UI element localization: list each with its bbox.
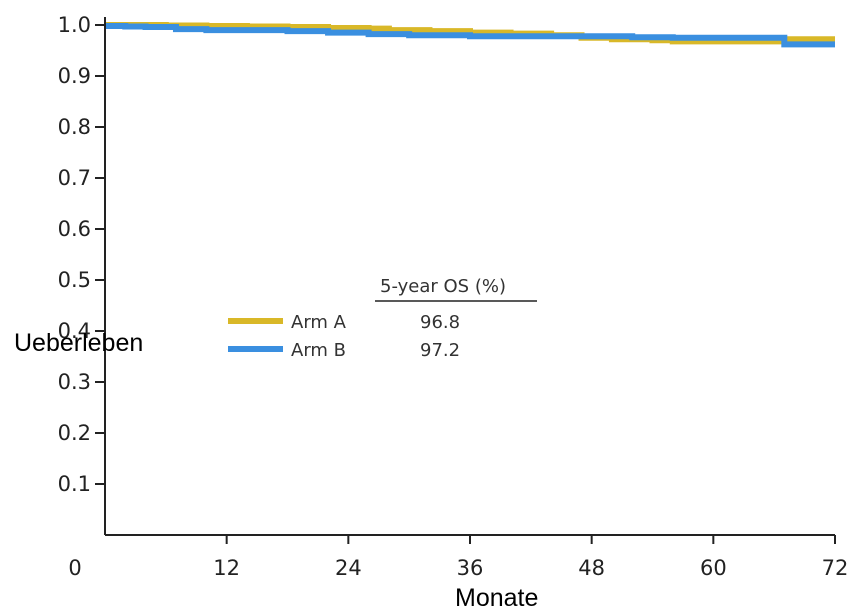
y-tick-label: 0.3 [58, 370, 91, 394]
y-axis-title: Ueberleben [14, 329, 143, 357]
x-axis-title: Monate [455, 584, 538, 611]
y-axis-ticks: 0.1 0.2 0.3 0.4 0.5 0.6 0.7 0.8 0.9 1.0 [58, 13, 105, 496]
legend-label-arm-a: Arm A [291, 312, 347, 333]
x-tick-label: 12 [213, 556, 240, 580]
legend-label-arm-b: Arm B [291, 340, 346, 361]
legend-value-arm-a: 96.8 [420, 312, 460, 333]
legend: 5-year OS (%) Arm A 96.8 Arm B 97.2 [228, 276, 537, 361]
y-tick-label: 0.9 [58, 64, 91, 88]
y-tick-label: 0.6 [58, 217, 91, 241]
x-tick-label: 72 [822, 556, 849, 580]
x-axis-ticks: 0 12 24 36 48 60 72 [68, 535, 848, 580]
y-tick-label: 0.8 [58, 115, 91, 139]
legend-value-arm-b: 97.2 [420, 340, 460, 361]
y-tick-label: 0.5 [58, 268, 91, 292]
x-tick-label: 0 [68, 556, 81, 580]
y-tick-label: 0.2 [58, 421, 91, 445]
y-tick-label: 0.1 [58, 472, 91, 496]
survival-curves [105, 22, 835, 48]
legend-header: 5-year OS (%) [380, 276, 506, 297]
x-tick-label: 48 [578, 556, 605, 580]
x-tick-label: 24 [335, 556, 362, 580]
x-tick-label: 36 [457, 556, 484, 580]
km-curve-arm-b [105, 23, 835, 48]
y-tick-label: 0.4 [58, 319, 91, 343]
y-tick-label: 0.7 [58, 166, 91, 190]
x-tick-label: 60 [700, 556, 727, 580]
y-tick-label: 1.0 [58, 13, 91, 37]
